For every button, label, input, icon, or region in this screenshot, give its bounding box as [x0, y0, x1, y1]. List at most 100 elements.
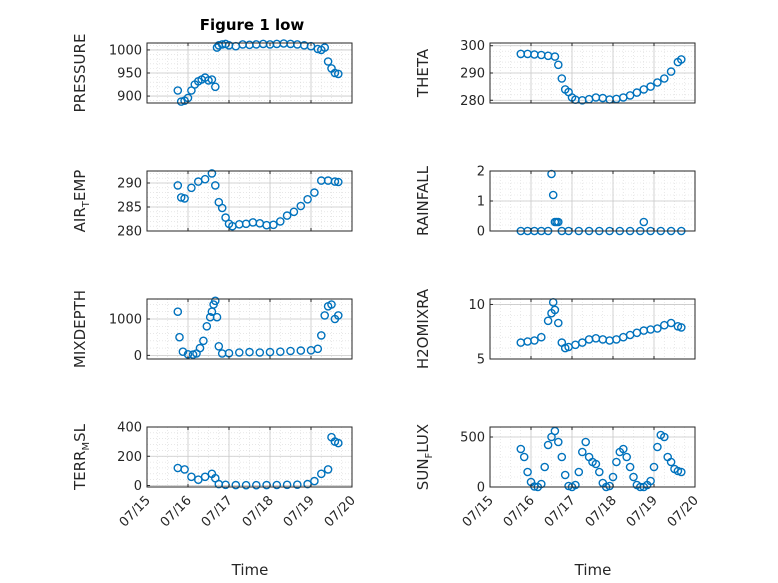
y-tick-label: 10 [468, 298, 485, 313]
data-point [275, 347, 285, 357]
data-point [666, 67, 676, 76]
data-point [625, 462, 635, 472]
y-tick-label: 1000 [109, 313, 142, 328]
subplot-terr-msl: 0 200 400 07/15 07/16 07/17 07/18 07/19 07/20 TER… [71, 421, 359, 531]
subplot-pressure: 900 950 1000 PRESSURE [71, 34, 353, 113]
y-tick-label: 200 [117, 450, 142, 465]
data-point [333, 69, 343, 79]
data-point [581, 437, 591, 447]
y-axis-label: TERRMSL [71, 423, 92, 491]
y-tick-label: 285 [117, 201, 142, 216]
data-point [200, 174, 210, 184]
data-point [303, 194, 312, 204]
y-tick-label: 300 [460, 39, 485, 54]
data-point [557, 452, 567, 462]
data-point [619, 444, 628, 454]
data-point [202, 321, 212, 331]
figure-title: Figure 1 low [200, 16, 305, 34]
y-tick-label: 1000 [109, 43, 142, 58]
data-point [286, 346, 295, 356]
data-point [646, 476, 655, 486]
y-tick-label: 5 [477, 353, 485, 368]
data-point [622, 452, 632, 462]
x-tick-label: 07/18 [583, 493, 620, 530]
data-point [272, 480, 282, 490]
y-tick-label: 1 [477, 195, 485, 210]
data-point [578, 338, 587, 347]
data-point [537, 332, 546, 342]
y-axis-label: AIRTEMP [71, 170, 92, 233]
data-point [316, 331, 326, 340]
data-point [180, 465, 189, 474]
data-point [210, 181, 220, 190]
data-point [677, 55, 686, 64]
data-point [310, 476, 319, 486]
subplot-theta: 280 290 300 THETA [414, 39, 696, 109]
axes-box [146, 426, 353, 488]
data-point [178, 347, 188, 357]
data-point [653, 442, 662, 452]
data-point [316, 469, 326, 479]
data-point [204, 76, 213, 85]
data-point [547, 169, 556, 179]
data-point [251, 480, 261, 490]
data-point [173, 307, 183, 317]
data-point [310, 188, 319, 197]
data-point [543, 316, 553, 326]
data-point [255, 348, 265, 357]
data-point [323, 57, 333, 66]
data-point [199, 336, 208, 346]
data-point [557, 74, 567, 83]
y-axis-label: SUNFLUX [414, 424, 435, 490]
y-axis-label: MIXDEPTH [71, 290, 89, 368]
data-point [639, 217, 649, 227]
data-point [275, 217, 285, 226]
x-tick-label: 07/16 [501, 493, 538, 530]
data-point [180, 194, 189, 203]
data-point [578, 447, 587, 457]
y-tick-label: 290 [460, 67, 485, 82]
data-point [543, 440, 553, 450]
data-point [282, 211, 292, 220]
data-point [550, 305, 560, 315]
y-tick-label: 0 [134, 349, 142, 364]
subplot-rainfall: 0 1 2 RAINFALL [414, 165, 696, 240]
data-point [660, 432, 669, 442]
y-axis-label: H2OMIXRA [414, 288, 432, 369]
axes-box [489, 426, 696, 488]
data-point [554, 217, 563, 227]
data-point [530, 336, 539, 345]
data-point [574, 467, 584, 477]
data-point [537, 479, 546, 489]
y-tick-label: 290 [117, 177, 142, 192]
y-tick-label: 950 [117, 67, 142, 82]
y-tick-label: 280 [117, 225, 142, 240]
x-tick-label: 07/20 [665, 493, 702, 530]
data-point [595, 467, 604, 477]
y-tick-label: 0 [134, 479, 142, 494]
data-point [677, 467, 686, 477]
data-point [550, 52, 560, 61]
axes-box [146, 170, 353, 232]
data-point [245, 347, 254, 357]
data-point [210, 296, 220, 306]
subplot-sun-flux: 0 500 07/15 07/16 07/17 07/18 07/19 07/20 SUNFLU… [414, 424, 702, 531]
data-point [554, 60, 563, 70]
data-point [200, 472, 210, 482]
x-tick-label: 07/15 [117, 493, 154, 530]
y-tick-label: 500 [460, 431, 485, 446]
y-tick-label: 2 [477, 165, 485, 180]
data-point [269, 220, 278, 230]
data-point [548, 190, 558, 200]
x-tick-label: 07/18 [240, 493, 277, 530]
x-axis-label-left: Time [231, 561, 269, 579]
data-point [330, 68, 340, 78]
data-point [187, 183, 196, 193]
data-point [677, 323, 686, 332]
x-tick-label: 07/17 [199, 493, 236, 530]
data-point [560, 470, 570, 480]
subplot-mixdepth: 0 1000 MIXDEPTH [71, 290, 353, 368]
data-point [333, 311, 343, 320]
y-axis-label: PRESSURE [71, 34, 89, 113]
